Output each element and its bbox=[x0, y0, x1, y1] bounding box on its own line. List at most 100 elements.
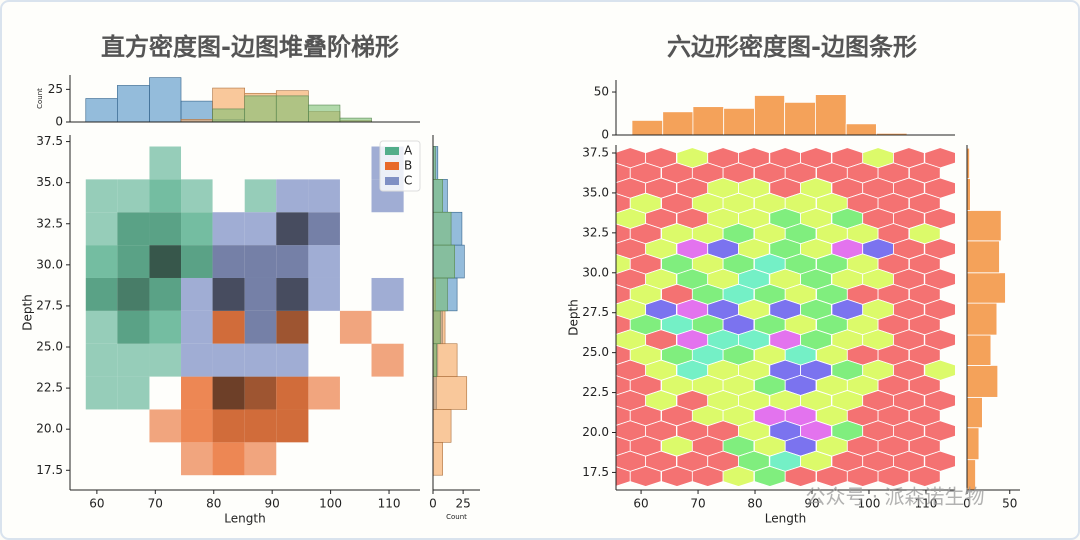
y-tick-label: 37.5 bbox=[582, 145, 609, 159]
right-hist-bar bbox=[432, 310, 441, 345]
heat-cell bbox=[212, 310, 245, 344]
right-bar bbox=[966, 427, 980, 461]
heat-cell bbox=[181, 442, 213, 476]
top-hist-bar bbox=[308, 104, 341, 123]
top-hist-bar bbox=[117, 85, 150, 123]
x-tick-label: 90 bbox=[265, 497, 280, 511]
top-hist-bar bbox=[275, 95, 309, 123]
heat-cell bbox=[117, 245, 150, 278]
right-hist-bar bbox=[432, 277, 448, 312]
right-x-tick-label: 0 bbox=[429, 497, 437, 511]
x-tick-label: 110 bbox=[378, 497, 401, 511]
right-bar bbox=[966, 334, 992, 366]
y-tick-label: 22.5 bbox=[36, 381, 63, 395]
top-bar bbox=[754, 95, 786, 136]
right-hist-bar bbox=[432, 179, 443, 213]
right-bar bbox=[966, 210, 1002, 242]
y-tick-label: 17.5 bbox=[582, 465, 609, 479]
heat-cell bbox=[117, 310, 150, 344]
heat-cell bbox=[85, 310, 118, 344]
hexbin-cell bbox=[909, 465, 941, 487]
y-tick-label: 25.0 bbox=[36, 340, 63, 354]
right-bar bbox=[966, 240, 1000, 274]
right-x-tick-label: 25 bbox=[455, 497, 470, 511]
heat-cell bbox=[181, 310, 213, 344]
right-hist-bar bbox=[432, 244, 455, 279]
heat-cell bbox=[212, 442, 245, 476]
heat-cell bbox=[244, 212, 277, 246]
y-tick-label: 32.5 bbox=[582, 225, 609, 239]
heat-cell bbox=[276, 179, 309, 213]
right-hist-bar bbox=[432, 343, 437, 377]
right-x-axis-label: Count bbox=[446, 513, 467, 521]
heat-cell bbox=[371, 343, 404, 377]
heat-cell bbox=[244, 277, 277, 311]
top-bar bbox=[815, 94, 847, 136]
heat-cell bbox=[276, 277, 309, 311]
x-axis-label: Length bbox=[224, 512, 265, 526]
heat-cell bbox=[149, 310, 182, 344]
right-bar bbox=[966, 302, 998, 336]
heat-cell bbox=[371, 277, 404, 311]
heat-cell bbox=[181, 376, 213, 410]
top-hist-bar bbox=[180, 100, 213, 123]
heat-cell bbox=[212, 277, 245, 311]
x-tick-label: 100 bbox=[319, 497, 342, 511]
right-bar bbox=[966, 178, 971, 211]
heat-cell bbox=[85, 277, 118, 311]
heat-cell bbox=[244, 245, 277, 278]
y-tick-label: 37.5 bbox=[36, 134, 63, 148]
hexbin-cell bbox=[877, 465, 910, 487]
x-tick-label: 70 bbox=[690, 497, 705, 511]
top-y-tick-label: 25 bbox=[48, 82, 63, 96]
heat-cell bbox=[117, 376, 150, 410]
right-x-tick-label: 0 bbox=[963, 497, 971, 511]
heat-cell bbox=[181, 409, 213, 443]
right-hist-bar bbox=[432, 343, 458, 377]
y-tick-label: 22.5 bbox=[582, 385, 609, 399]
right-hist-bar bbox=[432, 442, 443, 476]
heat-cell bbox=[149, 146, 182, 180]
heat-cell bbox=[276, 409, 309, 443]
y-tick-label: 17.5 bbox=[36, 463, 63, 477]
top-hist-bar bbox=[212, 108, 246, 123]
top-y-tick-label: 0 bbox=[601, 128, 609, 142]
heat-cell bbox=[181, 343, 213, 377]
heat-cell bbox=[212, 245, 245, 278]
heat-cell bbox=[181, 277, 213, 311]
legend-swatch bbox=[385, 147, 399, 155]
right-hist-bar bbox=[432, 409, 452, 443]
chart-title: 直方密度图-边图堆叠阶梯形 bbox=[101, 33, 399, 61]
y-tick-label: 25.0 bbox=[582, 345, 609, 359]
top-hist-bar bbox=[149, 77, 182, 123]
heat-cell bbox=[244, 310, 277, 344]
chart-title: 六边形密度图-边图条形 bbox=[667, 33, 917, 61]
y-tick-label: 32.5 bbox=[36, 216, 63, 230]
heat-cell bbox=[85, 245, 118, 278]
heat-cell bbox=[117, 212, 150, 246]
heat-cell bbox=[85, 376, 118, 410]
heat-cell bbox=[276, 343, 309, 377]
heat-cell bbox=[212, 376, 245, 410]
top-bar bbox=[692, 106, 725, 136]
heat-cell bbox=[181, 179, 213, 213]
heat-cell bbox=[244, 343, 277, 377]
heat-cell bbox=[212, 212, 245, 246]
heat-cell bbox=[149, 179, 182, 213]
y-tick-label: 30.0 bbox=[582, 265, 609, 279]
right-bar bbox=[966, 272, 1006, 304]
legend-label: C bbox=[404, 174, 412, 188]
top-y-tick-label: 0 bbox=[55, 115, 63, 129]
top-bar bbox=[784, 101, 816, 136]
heat-cell bbox=[117, 179, 150, 213]
hexbin-cell bbox=[784, 465, 817, 487]
heat-cell bbox=[276, 376, 309, 410]
legend-swatch bbox=[385, 177, 399, 185]
heat-cell bbox=[149, 343, 182, 377]
heat-cell bbox=[149, 212, 182, 246]
y-tick-label: 27.5 bbox=[36, 298, 63, 312]
heat-cell bbox=[181, 245, 213, 278]
hexbin-cell bbox=[722, 465, 755, 487]
